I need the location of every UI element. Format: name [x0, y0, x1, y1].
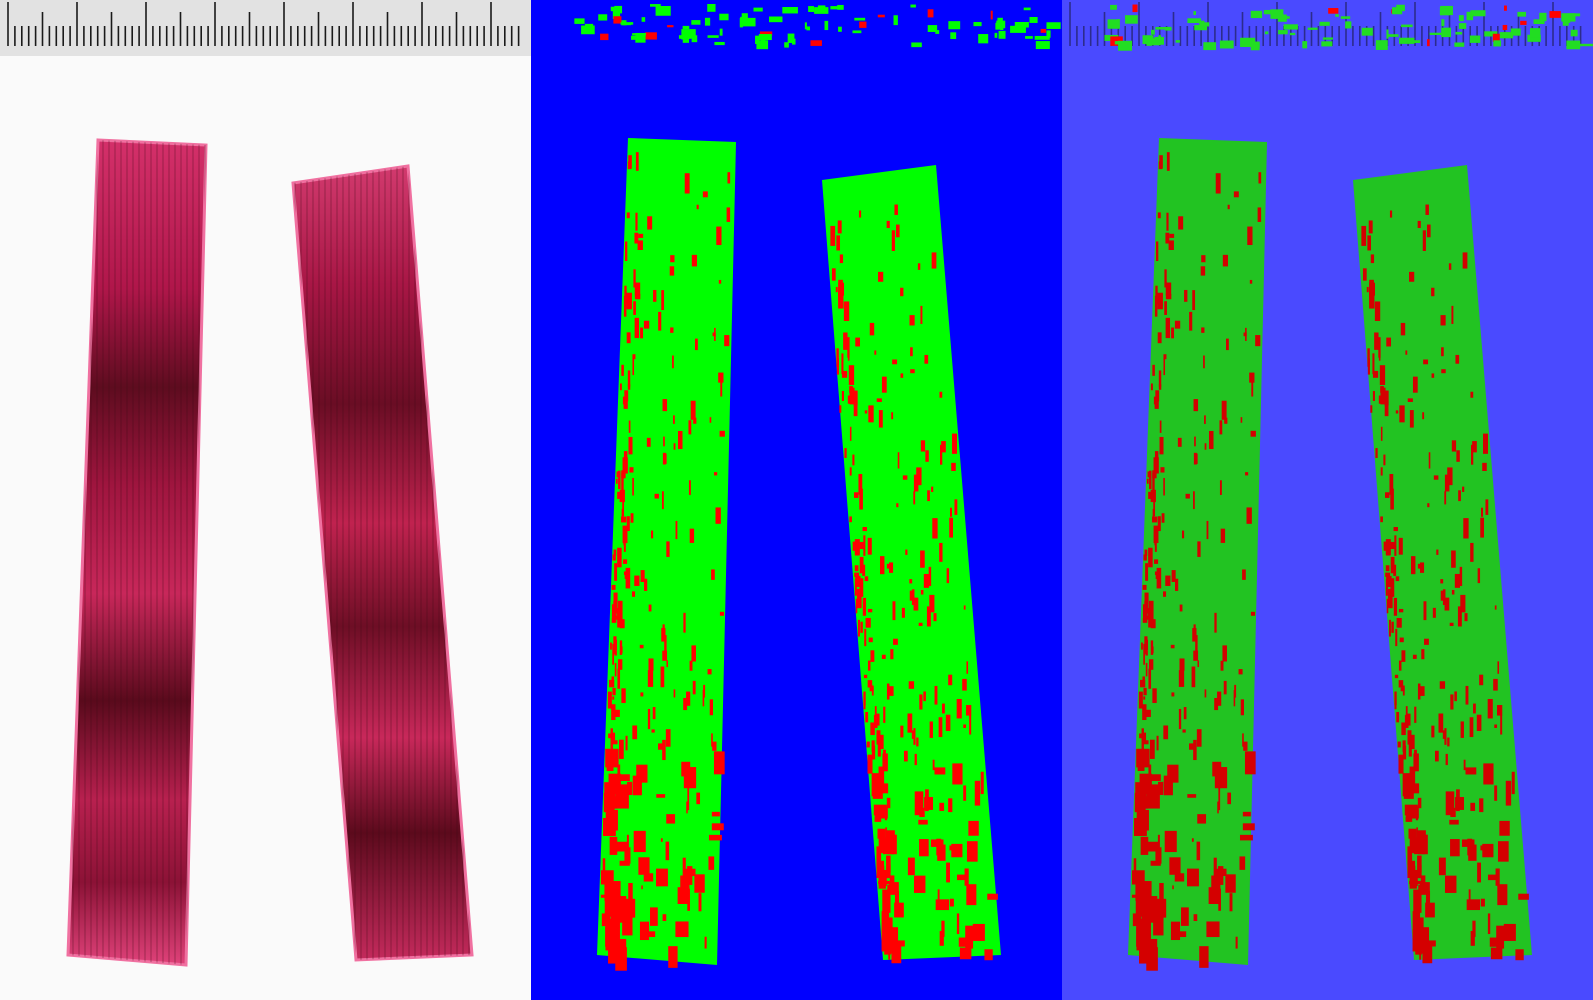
segmentation-overlay-panel: [1062, 0, 1593, 1000]
ruler-noise: [574, 4, 1061, 50]
segmentation-overlay: [1062, 0, 1593, 1000]
overlay-leaf-1: [1128, 138, 1267, 971]
ruler: [0, 0, 531, 56]
leaf-2: [291, 164, 474, 962]
segmentation-mask: [531, 0, 1062, 1000]
stained-leaf-photo: [0, 0, 531, 1000]
segmentation-mask-panel: [531, 0, 1062, 1000]
mask-leaf-1: [597, 138, 736, 971]
overlay-ruler: [1069, 2, 1593, 51]
overlay-leaf-2: [1353, 165, 1532, 964]
leaf-1: [66, 138, 208, 967]
stained-leaf-photo-panel: [0, 0, 531, 1000]
mask-leaf-2: [822, 165, 1001, 964]
